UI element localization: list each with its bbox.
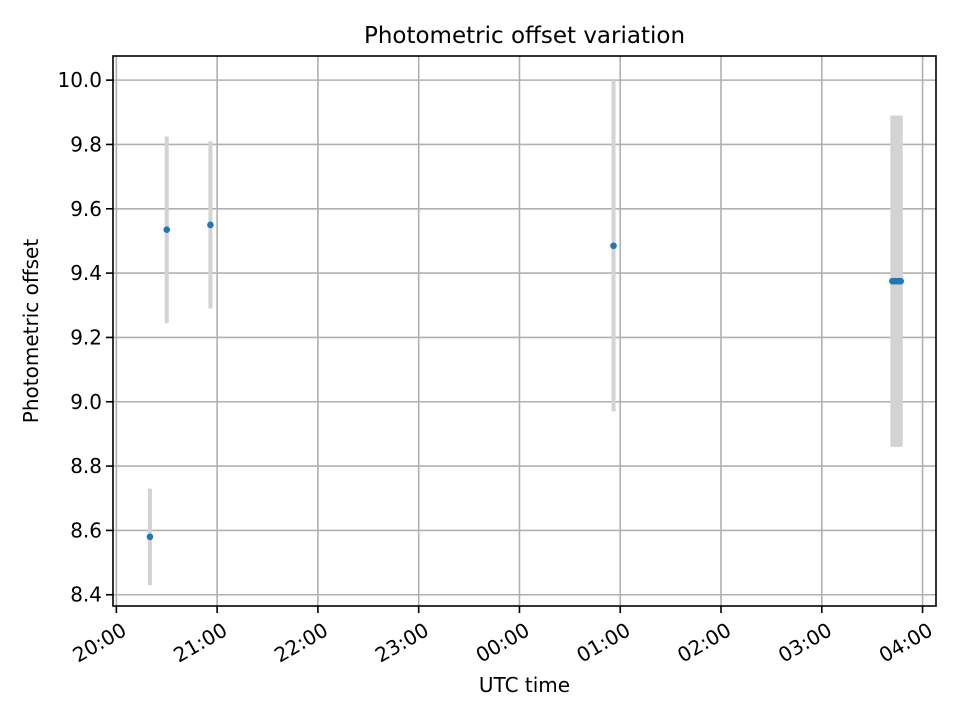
data-point: [897, 277, 905, 285]
y-tick-label: 9.2: [70, 325, 102, 349]
data-point: [163, 226, 171, 233]
y-tick-label: 9.6: [70, 197, 102, 221]
y-tick-label: 10.0: [57, 68, 102, 92]
y-tick-label: 8.4: [70, 583, 102, 607]
data-point: [146, 533, 154, 541]
y-axis-label: Photometric offset: [19, 239, 43, 424]
grid-layer: [113, 56, 936, 606]
chart-title: Photometric offset variation: [364, 23, 685, 49]
axes-frame: [112, 55, 937, 607]
data-point: [207, 221, 214, 229]
y-tick-label: 9.8: [70, 132, 102, 156]
data-point: [610, 242, 617, 250]
x-axis-label: UTC time: [479, 673, 570, 697]
y-tick-label: 8.6: [70, 518, 102, 542]
y-tick-label: 9.0: [70, 390, 102, 414]
y-tick-label: 8.8: [70, 454, 102, 478]
y-tick-label: 9.4: [70, 261, 102, 285]
point-layer: [146, 221, 905, 541]
